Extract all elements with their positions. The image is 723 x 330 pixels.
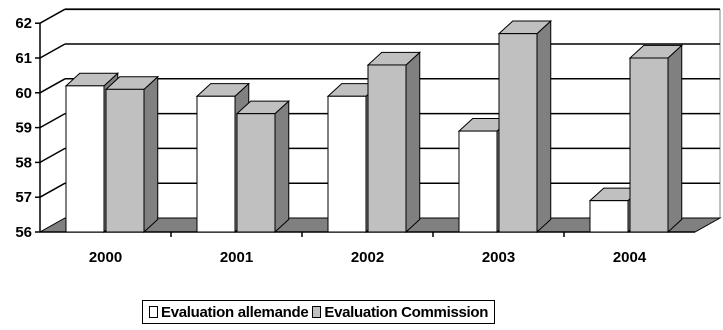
x-tick-label-2001: 2001 [220, 249, 253, 266]
bar-evaluation-commission-2004 [629, 57, 669, 233]
bar-side-evaluation-commission-2000 [143, 75, 159, 234]
y-tick-label-58: 58 [15, 154, 32, 171]
gridline-side-57 [39, 182, 66, 198]
bar-evaluation-commission-2001 [236, 113, 276, 233]
bar-evaluation-allemande-2004 [589, 200, 629, 233]
gridline-side-59 [39, 112, 66, 129]
gridline-side-62 [39, 8, 66, 24]
legend-label-evaluation-allemande: Evaluation allemande [161, 303, 309, 321]
bar-side-evaluation-commission-2001 [274, 99, 290, 234]
gridline-side-60 [39, 78, 66, 94]
x-tick-label-2004: 2004 [613, 249, 647, 266]
gridline-side-61 [39, 43, 66, 59]
x-tick-label-2002: 2002 [351, 249, 384, 266]
bar-evaluation-allemande-2000 [65, 85, 105, 233]
legend-item-evaluation-commission: Evaluation Commission [312, 304, 488, 321]
bar-evaluation-allemande-2001 [196, 95, 236, 233]
legend-swatch-evaluation-allemande [149, 306, 158, 318]
gridline-side-58 [39, 147, 66, 164]
y-tick-label-61: 61 [15, 50, 32, 67]
bar-evaluation-commission-2003 [498, 33, 538, 233]
bar-evaluation-allemande-2002 [327, 95, 367, 233]
bar-side-evaluation-commission-2004 [667, 44, 683, 234]
bar-evaluation-commission-2002 [367, 64, 407, 233]
y-tick-label-57: 57 [15, 189, 32, 206]
bar-chart: 56 57 58 59 60 61 62 2000 2001 2002 2003 2004 [15, 8, 722, 266]
legend-swatch-evaluation-commission [312, 306, 322, 318]
legend: Evaluation allemande Evaluation Commissi… [142, 300, 496, 324]
y-tick-label-60: 60 [15, 85, 32, 102]
y-tick-label-56: 56 [15, 224, 32, 241]
x-tick-label-2000: 2000 [89, 249, 122, 266]
y-tick-label-59: 59 [15, 120, 32, 137]
bar-evaluation-commission-2000 [105, 88, 145, 233]
bar-side-evaluation-commission-2002 [405, 51, 421, 234]
legend-item-evaluation-allemande: Evaluation allemande [149, 303, 309, 321]
y-tick-label-62: 62 [15, 15, 32, 32]
bar-evaluation-allemande-2003 [458, 130, 498, 233]
x-tick-label-2003: 2003 [482, 249, 515, 266]
bar-side-evaluation-commission-2003 [536, 19, 552, 234]
legend-label-evaluation-commission: Evaluation Commission [324, 303, 489, 321]
